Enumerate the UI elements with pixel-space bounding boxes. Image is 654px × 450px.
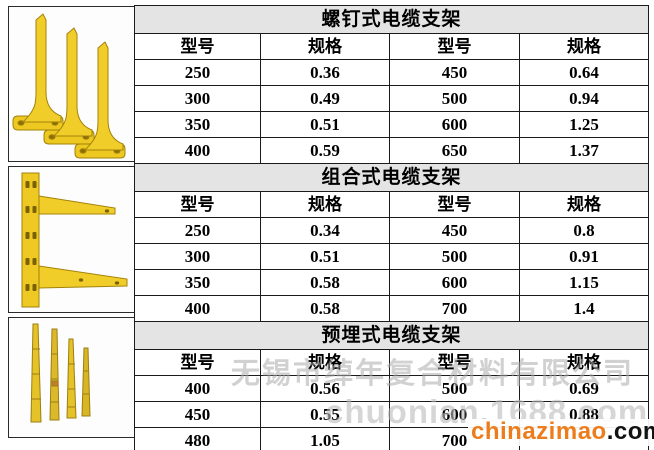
table-row: 400 0.59 650 1.37 <box>134 137 650 164</box>
model-cell: 250 <box>134 217 261 244</box>
table-row: 400 0.58 700 1.4 <box>134 295 650 322</box>
table-row: 300 0.51 500 0.91 <box>134 243 650 270</box>
col-header: 型号 <box>389 33 520 60</box>
table-row: 400 0.56 500 0.69 <box>134 375 650 402</box>
col-header: 型号 <box>389 349 520 376</box>
combined-type-bracket-image <box>8 166 135 313</box>
spec-cell: 0.51 <box>260 243 390 270</box>
spec-cell: 1.05 <box>260 427 390 450</box>
spec-cell: 0.58 <box>260 269 390 296</box>
section-title-row: 组合式电缆支架 <box>133 163 650 192</box>
model-cell: 300 <box>134 85 261 112</box>
spec-cell: 0.59 <box>260 137 390 164</box>
col-header: 规格 <box>518 33 650 60</box>
spec-cell: 0.94 <box>518 85 650 112</box>
table-row: 350 0.58 600 1.15 <box>134 269 650 296</box>
col-header: 规格 <box>518 191 650 218</box>
spec-cell: 0.34 <box>260 217 390 244</box>
model-cell: 300 <box>134 243 261 270</box>
table-header-row: 型号 规格 型号 规格 <box>134 349 650 376</box>
model-cell: 500 <box>389 375 520 402</box>
model-cell: 250 <box>134 59 261 86</box>
spec-cell: 0.36 <box>260 59 390 86</box>
section-title: 组合式电缆支架 <box>133 163 650 192</box>
spec-cell: 0.49 <box>260 85 390 112</box>
table-row: 250 0.36 450 0.64 <box>134 59 650 86</box>
screw-type-brackets-image <box>8 6 135 162</box>
spec-cell: 0.58 <box>260 295 390 322</box>
spec-cell: 0.69 <box>518 375 650 402</box>
spec-cell: 1.37 <box>518 137 650 164</box>
spec-cell: 0.8 <box>518 217 650 244</box>
spec-cell: 0.55 <box>260 401 390 428</box>
model-cell: 500 <box>389 243 520 270</box>
spec-cell: 0.51 <box>260 111 390 138</box>
section-title: 预埋式电缆支架 <box>133 321 650 350</box>
table-row: 300 0.49 500 0.94 <box>134 85 650 112</box>
col-header: 型号 <box>134 349 261 376</box>
model-cell: 700 <box>389 295 520 322</box>
table-row: 250 0.34 450 0.8 <box>134 217 650 244</box>
spec-cell: 1.25 <box>518 111 650 138</box>
model-cell: 500 <box>389 85 520 112</box>
model-cell: 350 <box>134 269 261 296</box>
embedded-type-brackets-image <box>8 317 135 438</box>
section-title-row: 螺钉式电缆支架 <box>133 5 650 34</box>
logo-brand-text: chinazimao <box>471 418 607 445</box>
spec-cell: 1.4 <box>518 295 650 322</box>
model-cell: 400 <box>134 295 261 322</box>
model-cell: 350 <box>134 111 261 138</box>
section-title: 螺钉式电缆支架 <box>133 5 650 34</box>
model-cell: 450 <box>134 401 261 428</box>
model-cell: 400 <box>134 375 261 402</box>
col-header: 型号 <box>389 191 520 218</box>
col-header: 型号 <box>134 191 261 218</box>
model-cell: 400 <box>134 137 261 164</box>
spec-cell: 0.56 <box>260 375 390 402</box>
col-header: 型号 <box>134 33 261 60</box>
col-header: 规格 <box>260 191 390 218</box>
model-cell: 600 <box>389 269 520 296</box>
spec-cell: 0.64 <box>518 59 650 86</box>
screw-bracket-icon <box>12 13 126 159</box>
model-cell: 450 <box>389 59 520 86</box>
col-header: 规格 <box>518 349 650 376</box>
table-header-row: 型号 规格 型号 规格 <box>134 33 650 60</box>
model-cell: 600 <box>389 111 520 138</box>
table-row: 350 0.51 600 1.25 <box>134 111 650 138</box>
model-cell: 480 <box>134 427 261 450</box>
wall-bracket-icon <box>21 172 128 308</box>
chinazimao-logo: chinazimao.com <box>468 419 654 446</box>
col-header: 规格 <box>260 349 390 376</box>
model-cell: 650 <box>389 137 520 164</box>
table-header-row: 型号 规格 型号 规格 <box>134 191 650 218</box>
section-title-row: 预埋式电缆支架 <box>133 321 650 350</box>
col-header: 规格 <box>260 33 390 60</box>
embedded-posts-icon <box>30 323 91 423</box>
spec-cell: 1.15 <box>518 269 650 296</box>
logo-suffix-text: .com <box>606 418 654 445</box>
spec-cell: 0.91 <box>518 243 650 270</box>
spec-table: 螺钉式电缆支架 型号 规格 型号 规格 250 0.36 450 0.64 30… <box>133 5 650 450</box>
model-cell: 450 <box>389 217 520 244</box>
